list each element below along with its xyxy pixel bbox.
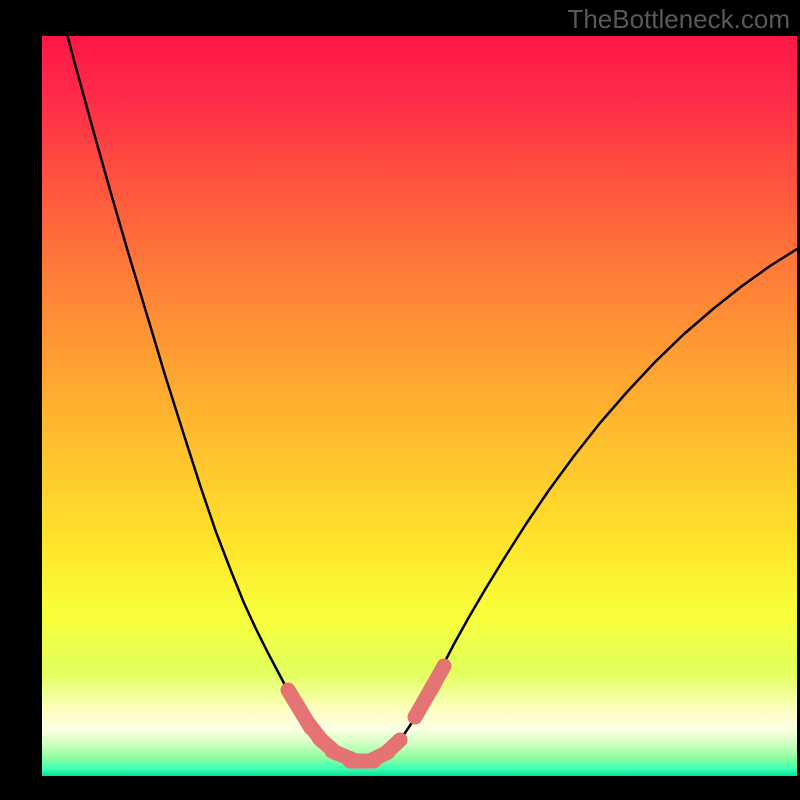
- chart-container: TheBottleneck.com: [0, 0, 800, 800]
- watermark-text: TheBottleneck.com: [567, 4, 790, 35]
- curve-overlay-layer: [0, 0, 800, 800]
- highlight-segment: [430, 666, 444, 691]
- bottleneck-curve: [58, 0, 797, 762]
- highlight-segment: [386, 740, 400, 753]
